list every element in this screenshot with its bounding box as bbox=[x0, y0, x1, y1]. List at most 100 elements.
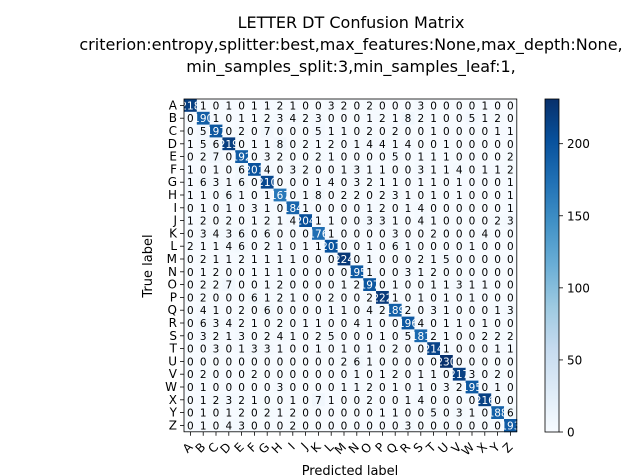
cell-value-label: 0 bbox=[315, 280, 322, 292]
heatmap-cell bbox=[427, 137, 441, 151]
cell-value-label: 0 bbox=[494, 241, 501, 253]
cell-value-label: 1 bbox=[430, 254, 437, 266]
cell-value-label: 0 bbox=[289, 318, 296, 330]
heatmap-cell bbox=[235, 329, 249, 343]
cell-value-label: 0 bbox=[341, 292, 348, 304]
cell-value-label: 0 bbox=[405, 254, 412, 266]
cell-value-label: 1 bbox=[507, 177, 514, 189]
heatmap-cell bbox=[388, 239, 402, 253]
heatmap-cell bbox=[491, 137, 505, 151]
heatmap-cell bbox=[465, 303, 479, 317]
heatmap-cell bbox=[209, 214, 223, 228]
cell-value-label: 0 bbox=[507, 254, 514, 266]
heatmap-cell bbox=[427, 124, 441, 138]
heatmap-cell bbox=[363, 227, 377, 241]
heatmap-cell bbox=[286, 188, 300, 202]
heatmap-cell bbox=[273, 393, 287, 407]
cell-value-label: 0 bbox=[225, 356, 232, 368]
cell-value-label: 0 bbox=[353, 126, 360, 138]
heatmap-cell bbox=[452, 252, 466, 266]
heatmap-cell bbox=[478, 316, 492, 330]
cell-value-label: 0 bbox=[469, 395, 476, 407]
cell-value-label: 0 bbox=[392, 318, 399, 330]
heatmap-cell bbox=[452, 355, 466, 369]
cell-value-label: 1 bbox=[238, 190, 245, 202]
heatmap-cell bbox=[388, 124, 402, 138]
cell-value-label: 0 bbox=[238, 216, 245, 228]
cell-value-label: 1 bbox=[225, 100, 232, 112]
cell-value-label: 3 bbox=[225, 228, 232, 240]
cell-value-label: 1 bbox=[225, 331, 232, 343]
cell-value-label: 1 bbox=[443, 344, 450, 356]
cell-value-label: 1 bbox=[238, 344, 245, 356]
cell-value-label: 2 bbox=[494, 331, 501, 343]
cell-value-label: 4 bbox=[366, 139, 373, 151]
heatmap-cell bbox=[324, 214, 338, 228]
cell-value-label: 1 bbox=[264, 254, 271, 266]
cell-value-label: 0 bbox=[469, 356, 476, 368]
heatmap-cell bbox=[273, 329, 287, 343]
heatmap-cell bbox=[196, 163, 210, 177]
cell-value-label: 0 bbox=[443, 267, 450, 279]
heatmap-cell bbox=[440, 419, 454, 433]
cell-value-label: 0 bbox=[213, 382, 220, 394]
cell-value-label: 1 bbox=[366, 203, 373, 215]
cell-value-label: 0 bbox=[213, 100, 220, 112]
heatmap-cell bbox=[350, 227, 364, 241]
cell-value-label: 0 bbox=[366, 331, 373, 343]
cell-value-label: 2 bbox=[315, 331, 322, 343]
heatmap-cell bbox=[401, 303, 415, 317]
cell-value-label: 1 bbox=[366, 164, 373, 176]
heatmap-cell bbox=[401, 380, 415, 394]
heatmap-cell bbox=[427, 380, 441, 394]
heatmap-cell bbox=[478, 342, 492, 356]
cell-value-label: 0 bbox=[225, 292, 232, 304]
heatmap-cell bbox=[337, 111, 351, 125]
cell-value-label: 0 bbox=[277, 356, 284, 368]
cell-value-label: 0 bbox=[302, 292, 309, 304]
cell-value-label: 0 bbox=[494, 152, 501, 164]
cell-value-label: 2 bbox=[456, 382, 463, 394]
heatmap-cell bbox=[260, 406, 274, 420]
cell-value-label: 2 bbox=[392, 126, 399, 138]
heatmap-cell bbox=[414, 252, 428, 266]
cell-value-label: 0 bbox=[443, 241, 450, 253]
cell-value-label: 1 bbox=[315, 318, 322, 330]
cell-value-label: 0 bbox=[187, 280, 194, 292]
heatmap-cell bbox=[363, 303, 377, 317]
heatmap-cell bbox=[504, 227, 518, 241]
cell-value-label: 0 bbox=[353, 292, 360, 304]
cell-value-label: 4 bbox=[456, 164, 463, 176]
cell-value-label: 0 bbox=[353, 113, 360, 125]
cell-value-label: 1 bbox=[392, 139, 399, 151]
cell-value-label: 0 bbox=[494, 267, 501, 279]
cell-value-label: 0 bbox=[328, 203, 335, 215]
cell-value-label: 6 bbox=[264, 228, 271, 240]
cell-value-label: 2 bbox=[213, 280, 220, 292]
cell-value-label: 0 bbox=[277, 126, 284, 138]
heatmap-cell bbox=[337, 393, 351, 407]
y-tick-label: V bbox=[169, 367, 178, 381]
heatmap-cell bbox=[452, 137, 466, 151]
cell-value-label: 0 bbox=[187, 395, 194, 407]
heatmap-cell bbox=[478, 278, 492, 292]
heatmap-cell bbox=[260, 227, 274, 241]
heatmap-cell bbox=[260, 367, 274, 381]
cell-value-label: 0 bbox=[481, 241, 488, 253]
cell-value-label: 0 bbox=[366, 408, 373, 420]
cell-value-label: 2 bbox=[277, 280, 284, 292]
cell-value-label: 1 bbox=[315, 139, 322, 151]
cell-value-label: 0 bbox=[481, 356, 488, 368]
heatmap-cell bbox=[209, 163, 223, 177]
heatmap-cell bbox=[440, 175, 454, 189]
cell-value-label: 216 bbox=[475, 395, 495, 407]
cell-value-label: 5 bbox=[430, 408, 437, 420]
colorbar-ticks: 0 50 100 150 200 bbox=[559, 137, 590, 440]
heatmap-cell bbox=[324, 316, 338, 330]
heatmap-cell bbox=[337, 406, 351, 420]
cell-value-label: 0 bbox=[469, 164, 476, 176]
heatmap-cell bbox=[324, 291, 338, 305]
heatmap-cell bbox=[504, 393, 518, 407]
heatmap-cell bbox=[196, 239, 210, 253]
cell-value-label: 1 bbox=[200, 241, 207, 253]
